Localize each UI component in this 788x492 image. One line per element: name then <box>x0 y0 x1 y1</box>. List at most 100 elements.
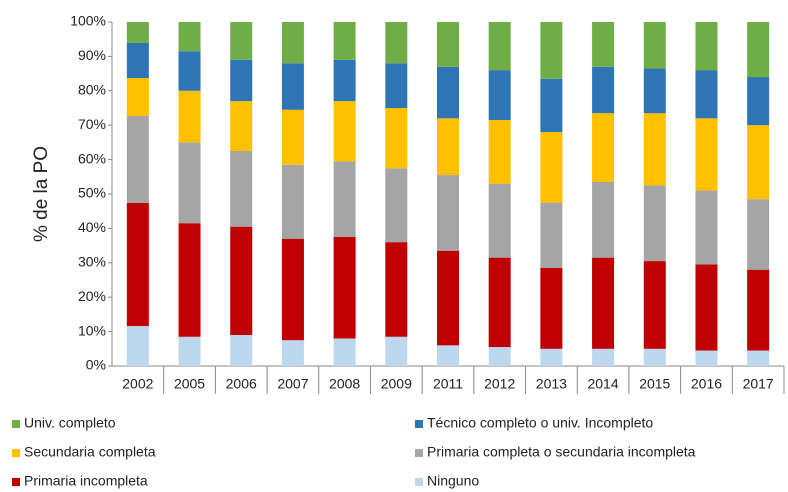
legend-label: Ninguno <box>427 473 479 489</box>
bar-segment <box>126 78 149 116</box>
y-tick-label: 80% <box>78 82 106 98</box>
bar-segment <box>385 108 408 169</box>
x-tick-label: 2006 <box>226 376 257 392</box>
x-tick-label: 2012 <box>484 376 515 392</box>
y-tick-label: 50% <box>78 185 106 201</box>
legend-swatch <box>12 449 20 457</box>
bar-segment <box>747 350 770 366</box>
y-tick-label: 10% <box>78 322 106 338</box>
bar-segment <box>695 190 718 265</box>
legend-swatch <box>415 420 423 428</box>
bar-segment <box>178 336 201 366</box>
y-axis-title: % de la PO <box>31 146 52 242</box>
bar-segment <box>437 118 459 176</box>
bar-segment <box>695 350 718 366</box>
x-tick-label: 2013 <box>536 376 567 392</box>
bar-segment <box>747 269 770 351</box>
y-tick-label: 100% <box>70 13 106 29</box>
bar-segment <box>643 185 666 262</box>
bar-segment <box>385 22 408 64</box>
bar-segment <box>540 348 563 366</box>
bar-segment <box>230 22 253 60</box>
y-tick-label: 30% <box>78 254 106 270</box>
bar-segment <box>178 142 201 224</box>
bar-segment <box>488 22 511 71</box>
bar-segment <box>281 238 304 341</box>
legend-swatch <box>415 449 423 457</box>
bar-segment <box>592 66 615 114</box>
bar-segment <box>643 22 666 69</box>
legend-label: Univ. completo <box>24 415 116 431</box>
bar-segment <box>488 257 511 348</box>
bar-segment <box>643 261 666 349</box>
bar-segment <box>333 101 356 162</box>
bar-segment <box>281 340 304 366</box>
bar-segment <box>592 348 615 366</box>
legend-label: Secundaria completa <box>24 444 156 460</box>
bar-segment <box>385 242 408 337</box>
x-tick-label: 2016 <box>691 376 722 392</box>
bar-segment <box>592 257 615 349</box>
bar-segment <box>643 348 666 366</box>
legend-swatch <box>415 478 423 486</box>
bar-segment <box>333 59 356 102</box>
bar-segment <box>126 202 149 327</box>
bar-segment <box>126 115 149 203</box>
legend-label: Primaria completa o secundaria incomplet… <box>427 444 696 460</box>
bar-segment <box>592 22 615 67</box>
bar-segment <box>540 78 563 133</box>
bar-segment <box>281 63 304 110</box>
bar-segment <box>488 70 511 121</box>
legend-swatch <box>12 478 20 486</box>
legend-label: Técnico completo o univ. Incompleto <box>427 415 653 431</box>
y-tick-label: 90% <box>78 47 106 63</box>
bar-segment <box>488 183 511 258</box>
x-tick-label: 2009 <box>381 376 412 392</box>
bar-segment <box>695 118 718 191</box>
x-tick-label: 2002 <box>122 376 153 392</box>
bar-segment <box>178 90 201 143</box>
bar-segment <box>333 161 356 237</box>
x-tick-label: 2007 <box>277 376 308 392</box>
bar-segment <box>178 51 201 91</box>
bar-segment <box>178 22 201 52</box>
bar-segment <box>230 335 253 366</box>
bar-segment <box>437 345 459 366</box>
bar-segment <box>230 151 253 227</box>
bar-segment <box>540 132 563 203</box>
bar-segment <box>281 22 304 64</box>
bar-segment <box>747 199 770 270</box>
bar-segment <box>281 109 304 165</box>
bar-segment <box>230 59 253 102</box>
bar-segment <box>385 63 408 108</box>
bar-segment <box>437 175 459 251</box>
bar-segment <box>540 202 563 268</box>
y-tick-label: 0% <box>86 357 106 373</box>
bar-segment <box>695 22 718 71</box>
legend-label: Primaria incompleta <box>24 473 148 489</box>
x-tick-label: 2014 <box>587 376 618 392</box>
bar-segment <box>230 101 253 151</box>
bar-segment <box>488 347 511 366</box>
bar-segment <box>437 22 459 67</box>
bar-segment <box>126 326 149 366</box>
bar-segment <box>437 66 459 119</box>
bar-segment <box>333 237 356 339</box>
bar-segment <box>540 267 563 349</box>
bar-segment <box>540 22 563 79</box>
x-tick-label: 2015 <box>639 376 670 392</box>
bar-segment <box>592 113 615 182</box>
bar-segment <box>747 125 770 200</box>
bar-segment <box>592 181 615 258</box>
y-tick-label: 70% <box>78 116 106 132</box>
bar-segment <box>126 22 149 43</box>
y-tick-label: 40% <box>78 219 106 235</box>
bar-segment <box>747 22 770 78</box>
bar-segment <box>643 68 666 114</box>
bar-segment <box>385 168 408 243</box>
legend-swatch <box>12 420 20 428</box>
y-tick-label: 20% <box>78 288 106 304</box>
bar-segment <box>488 120 511 184</box>
bar-segment <box>437 250 459 346</box>
x-tick-label: 2005 <box>174 376 205 392</box>
